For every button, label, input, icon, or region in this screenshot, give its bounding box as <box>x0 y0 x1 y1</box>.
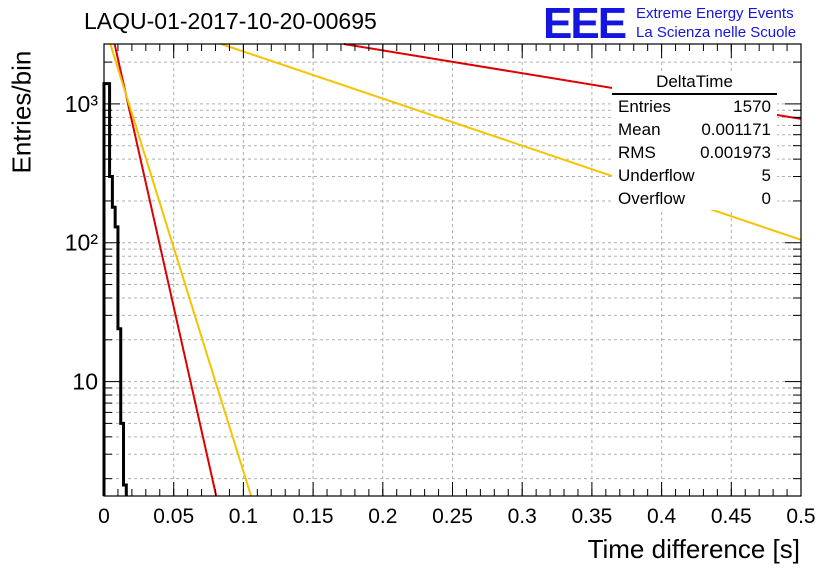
stats-label: Underflow <box>618 166 695 185</box>
stats-row-rms: RMS 0.001973 <box>612 141 777 164</box>
x-tick-label: 0.35 <box>571 505 612 528</box>
logo-subtitle-line2: La Scienza nelle Scuole <box>636 24 797 41</box>
chart-title: LAQU-01-2017-10-20-00695 <box>84 8 377 34</box>
x-tick-label: 0.45 <box>711 505 752 528</box>
x-tick-label: 0.4 <box>647 505 677 528</box>
stats-value: 0.001973 <box>700 143 771 162</box>
stats-label: Mean <box>618 120 661 139</box>
stats-row-underflow: Underflow 5 <box>612 164 777 187</box>
x-tick-label: 0.25 <box>432 505 473 528</box>
x-tick-label: 0.5 <box>786 505 815 528</box>
stats-value: 0 <box>761 189 771 208</box>
stats-row-mean: Mean 0.001171 <box>612 118 777 141</box>
fit-red-steep-line <box>113 43 218 497</box>
stats-title: DeltaTime <box>612 72 777 95</box>
logo-subtitle-line1: Extreme Energy Events <box>636 5 794 22</box>
stats-label: Entries <box>618 97 671 116</box>
histogram-deltatime <box>102 82 128 496</box>
x-tick-label: 0.1 <box>229 505 258 528</box>
y-tick-label: 10 <box>72 369 98 395</box>
y-axis-label: Entries/bin <box>6 50 37 174</box>
stats-value: 1570 <box>733 97 771 116</box>
stats-box: DeltaTime Entries 1570 Mean 0.001171 RMS… <box>612 72 777 210</box>
axis-ticks <box>103 44 802 496</box>
grid <box>104 44 801 496</box>
y-tick-label: 10² <box>65 230 99 256</box>
stats-row-overflow: Overflow 0 <box>612 187 777 210</box>
fit-yellow-steep-line <box>109 43 253 497</box>
axis-tick-labels: 0 0.05 0.1 0.15 0.2 0.25 0.3 0.35 0.4 0.45 0.5 10 10… <box>65 91 816 528</box>
stats-label: Overflow <box>618 189 686 208</box>
x-tick-label: 0.3 <box>508 505 537 528</box>
x-tick-label: 0.05 <box>153 505 194 528</box>
stats-value: 0.001171 <box>701 120 771 139</box>
eee-logo: EEE <box>543 0 627 48</box>
x-tick-label: 0 <box>98 505 110 528</box>
x-tick-label: 0.15 <box>293 505 334 528</box>
stats-label: RMS <box>618 143 656 162</box>
stats-value: 5 <box>761 166 771 185</box>
stats-row-entries: Entries 1570 <box>612 95 777 118</box>
x-tick-label: 0.2 <box>368 505 397 528</box>
y-tick-label: 10³ <box>65 91 99 117</box>
x-axis-label: Time difference [s] <box>587 534 800 564</box>
